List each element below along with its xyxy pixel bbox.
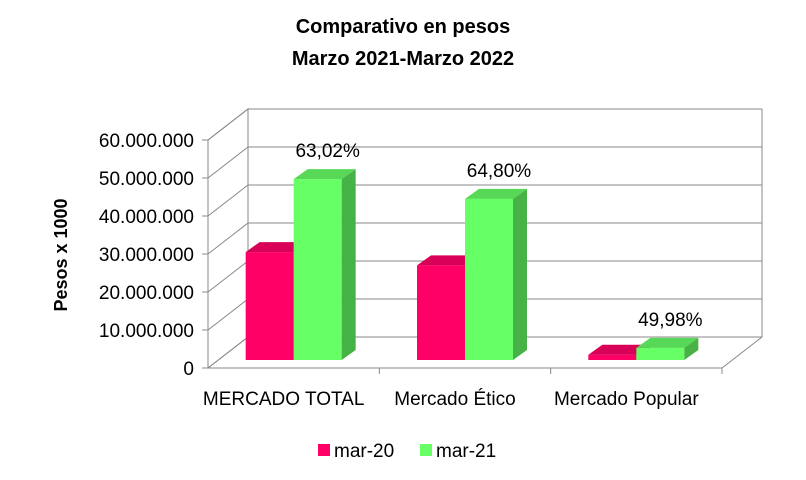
gridline: [207, 184, 762, 217]
legend-item: mar-21: [420, 441, 496, 462]
chart-title: Comparativo en pesos: [296, 16, 511, 38]
legend-label: mar-21: [436, 441, 496, 462]
gridline: [207, 146, 762, 179]
bar-front: [636, 347, 685, 360]
bar-side: [684, 337, 699, 360]
bar-front: [465, 198, 513, 360]
bar: [636, 337, 699, 360]
bar-front: [588, 354, 637, 360]
y-tick-label: 0: [183, 359, 194, 380]
gridline: [207, 222, 762, 255]
bars: [245, 169, 699, 360]
legend-swatch: [420, 444, 432, 456]
y-tick-label: 10.000.000: [99, 321, 194, 342]
data-labels: 63,02% 64,80% 49,98%: [295, 141, 702, 331]
data-label: 64,80%: [467, 161, 532, 182]
bar-front: [417, 265, 465, 360]
gridline: [207, 108, 762, 141]
legend-item: mar-20: [318, 441, 394, 462]
bar-front: [245, 252, 294, 360]
bar-front: [293, 179, 342, 360]
bar-side: [513, 188, 527, 360]
bar-top: [293, 169, 356, 180]
y-tick-label: 30.000.000: [99, 245, 194, 266]
bar: [293, 169, 356, 360]
bar-top: [588, 344, 651, 355]
legend: mar-20 mar-21: [318, 441, 496, 462]
data-label: 63,02%: [295, 141, 360, 162]
bar-top: [417, 255, 479, 266]
y-axis-label: Pesos x 1000: [51, 198, 71, 311]
y-tick-label: 40.000.000: [99, 207, 194, 228]
x-tick-label: Mercado Popular: [554, 389, 699, 410]
y-tick-label: 60.000.000: [99, 131, 194, 152]
legend-label: mar-20: [334, 441, 394, 462]
x-tick-label: MERCADO TOTAL: [203, 389, 365, 410]
chart-subtitle: Marzo 2021-Marzo 2022: [292, 48, 514, 70]
bar-top: [636, 337, 699, 348]
bar: [465, 188, 527, 360]
y-tick-label: 50.000.000: [99, 169, 194, 190]
bar-top: [465, 188, 527, 199]
bar-top: [245, 242, 308, 253]
y-axis-ticks: 0 10.000.000 20.000.000 30.000.000 40.000.00…: [99, 131, 208, 380]
data-label: 49,98%: [638, 310, 703, 331]
bar-side: [341, 169, 356, 360]
y-tick-label: 20.000.000: [99, 283, 194, 304]
x-axis-ticks: MERCADO TOTAL Mercado Ético Mercado Popula…: [203, 368, 723, 410]
x-tick-label: Mercado Ético: [394, 389, 515, 410]
legend-swatch: [318, 444, 330, 456]
